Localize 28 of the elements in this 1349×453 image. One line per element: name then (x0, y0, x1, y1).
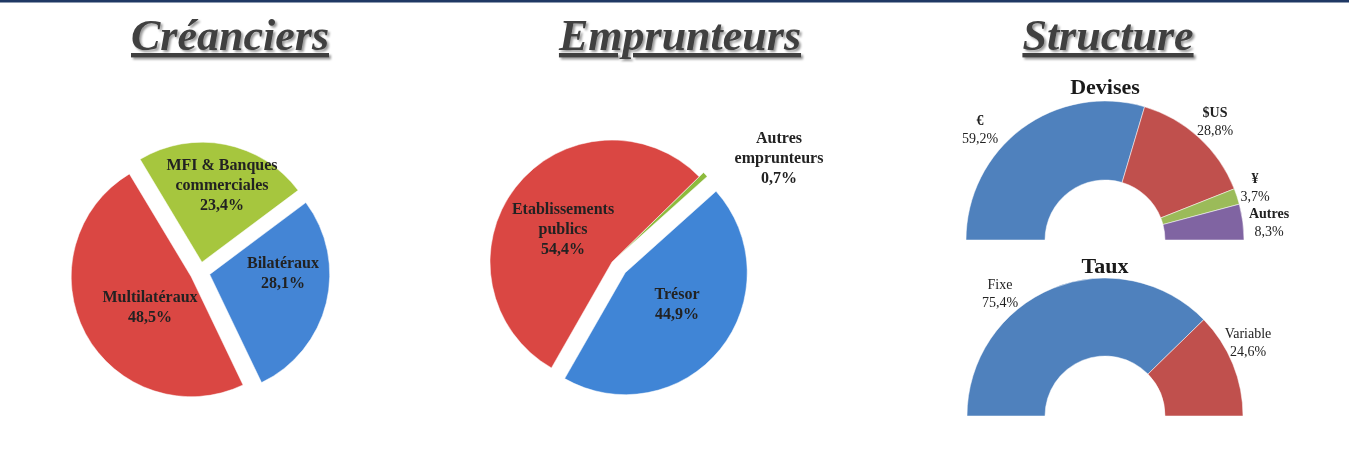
data-label: 24,6% (1229, 343, 1267, 359)
data-label: 59,2% (961, 130, 999, 146)
data-label: 8,3% (1254, 223, 1284, 239)
data-label: 28,8% (1196, 122, 1234, 138)
chart-title: Taux (1081, 253, 1129, 278)
slice-label: ¥ (1251, 171, 1259, 187)
chart-title: Emprunteurs (557, 11, 802, 60)
slice-label: Variable (1224, 326, 1272, 342)
data-label: 48,5% (128, 307, 172, 325)
chart-title: Structure (1022, 11, 1194, 60)
data-label: 28,1% (261, 273, 305, 291)
slice-label: $US (1202, 105, 1228, 121)
slice-label: Autres emprunteurs (734, 128, 824, 167)
slice-label: Bilatéraux (247, 253, 319, 271)
slice-label: € (976, 113, 984, 129)
chart-subtitle: Devises (1070, 74, 1141, 99)
slice-label: Fixe (987, 277, 1013, 293)
slice-label: Etablissements publics (511, 199, 615, 238)
data-label: 54,4% (541, 239, 585, 257)
chart-title: Créanciers (131, 11, 329, 60)
data-label: 44,9% (655, 304, 699, 322)
slice-label: Multilatéraux (102, 287, 198, 305)
slice-label: Autres (1248, 206, 1290, 222)
data-label: 23,4% (200, 195, 244, 213)
data-label: 0,7% (761, 168, 797, 186)
slice-label: Trésor (654, 284, 700, 302)
data-label: 75,4% (981, 294, 1019, 310)
data-label: 3,7% (1240, 188, 1270, 204)
